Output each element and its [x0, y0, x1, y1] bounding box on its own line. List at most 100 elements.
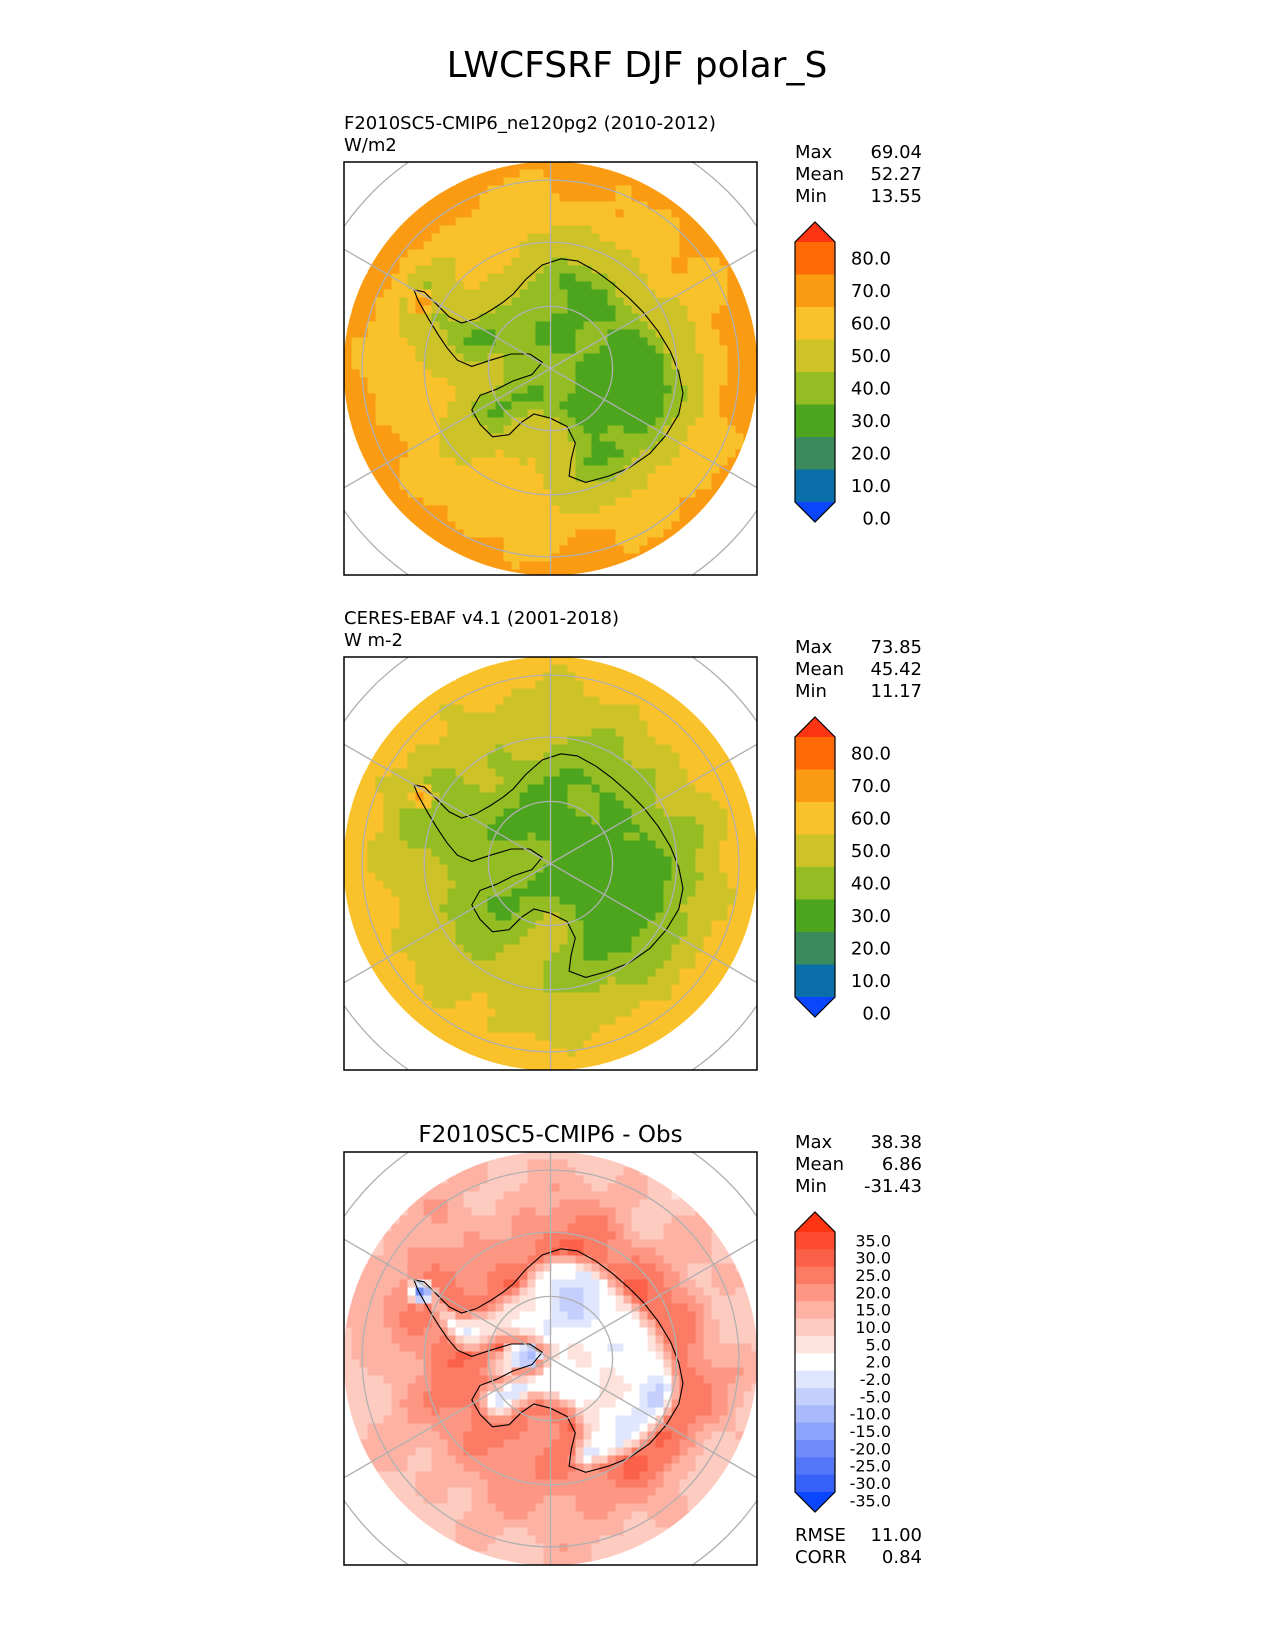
footer-label: RMSE: [795, 1525, 846, 1546]
stat-value: 69.04: [870, 142, 922, 163]
colorbar-segment: [795, 769, 835, 803]
stat-value: 11.17: [870, 681, 922, 702]
stat-label: Max: [795, 142, 833, 163]
map-panel-1: F2010SC5-CMIP6_ne120pg2 (2010-2012)W/m2 M…: [343, 113, 922, 576]
outer-graticule: [344, 1152, 757, 1565]
footer-label: CORR: [795, 1547, 847, 1568]
colorbar-segment: [795, 242, 835, 275]
colorbar-extend-bottom: [795, 997, 835, 1017]
colorbar-segment: [795, 1388, 835, 1406]
colorbar-segment: [795, 372, 835, 405]
colorbar-tick-label: 30.0: [851, 906, 891, 927]
stat-label: Min: [795, 186, 827, 207]
colorbar-segment: [795, 339, 835, 373]
colorbar-segment: [795, 1457, 835, 1476]
colorbar-segment: [795, 307, 835, 340]
coastline: [413, 1248, 684, 1473]
colorbar-segment: [795, 1249, 835, 1268]
colorbar-tick-label: 40.0: [851, 379, 891, 400]
footer-value: 11.00: [870, 1525, 922, 1546]
colorbar-tick-label: 30.0: [855, 1249, 891, 1268]
map-panel-2: CERES-EBAF v4.1 (2001-2018)W m-2 Max 73.85…: [343, 608, 922, 1071]
colorbar-tick-label: 80.0: [851, 249, 891, 270]
colorbar-tick-label: 60.0: [851, 314, 891, 335]
figure-title: LWCFSRF DJF polar_S: [447, 45, 828, 86]
colorbar-segment: [795, 1336, 835, 1354]
colorbar-segment: [795, 274, 835, 308]
colorbar-tick-label: 10.0: [851, 971, 891, 992]
colorbar-extend-bottom: [795, 502, 835, 522]
panel-title: F2010SC5-CMIP6 - Obs: [418, 1122, 682, 1148]
colorbar: 35.030.025.020.015.010.05.02.0-2.0-5.0-1…: [794, 1211, 891, 1513]
stat-value: 38.38: [870, 1132, 922, 1153]
colorbar-tick-label: 20.0: [851, 939, 891, 960]
stat-label: Min: [795, 1176, 827, 1197]
map-frame: [343, 1151, 758, 1566]
colorbar-segment: [795, 1440, 835, 1458]
stat-value: 73.85: [870, 637, 922, 658]
stats-block: Max 73.85 Mean 45.42 Min 11.17: [795, 637, 922, 702]
colorbar-segment: [795, 867, 835, 900]
colorbar-extend-top: [795, 222, 835, 242]
colorbar-tick-label: 0.0: [862, 1004, 891, 1025]
map-field: [343, 1151, 758, 1566]
coastline: [413, 258, 684, 483]
colorbar-tick-label: 80.0: [851, 744, 891, 765]
colorbar-tick-label: -10.0: [850, 1405, 891, 1424]
colorbar-segment: [795, 1284, 835, 1302]
colorbar-tick-label: -30.0: [850, 1474, 891, 1493]
map-frame: [343, 161, 758, 576]
colorbar-tick-label: 70.0: [851, 281, 891, 302]
colorbar-tick-label: 10.0: [855, 1318, 891, 1337]
colorbar-tick-label: 2.0: [866, 1353, 891, 1372]
outer-graticule: [344, 162, 757, 575]
colorbar-segment: [795, 1232, 835, 1250]
colorbar-segment: [795, 404, 835, 438]
colorbar-tick-label: 50.0: [851, 346, 891, 367]
stat-value: 52.27: [870, 164, 922, 185]
colorbar-tick-label: 10.0: [851, 476, 891, 497]
stat-label: Mean: [795, 164, 844, 185]
colorbar-tick-label: 25.0: [855, 1266, 891, 1285]
colorbar-tick-label: 70.0: [851, 776, 891, 797]
map-panel-3: F2010SC5-CMIP6 - Obs Max 38.38 Mean 6.86 Min -…: [343, 1122, 922, 1568]
colorbar-outline: [794, 716, 836, 1018]
stats-block: Max 69.04 Mean 52.27 Min 13.55: [795, 142, 922, 207]
stat-label: Max: [795, 1132, 833, 1153]
colorbar: 80.0 70.0 60.0 50.0 40.0 30.0 20.0 10.0 0.0: [794, 221, 891, 530]
colorbar-segment: [795, 1318, 835, 1337]
stat-label: Min: [795, 681, 827, 702]
colorbar-segment: [795, 737, 835, 770]
colorbar-extend-bottom: [795, 1492, 835, 1512]
stat-label: Mean: [795, 659, 844, 680]
colorbar-extend-top: [795, 717, 835, 737]
colorbar-tick-label: 20.0: [851, 444, 891, 465]
colorbar-segment: [795, 964, 835, 998]
colorbar-tick-label: 60.0: [851, 809, 891, 830]
colorbar-segment: [795, 1353, 835, 1372]
colorbar-segment: [795, 899, 835, 933]
colorbar-segment: [795, 1266, 835, 1285]
colorbar-segment: [795, 932, 835, 965]
colorbar-tick-label: 50.0: [851, 841, 891, 862]
stat-label: Mean: [795, 1154, 844, 1175]
colorbar-tick-label: 5.0: [866, 1335, 891, 1354]
colorbar-segment: [795, 1405, 835, 1424]
colorbar-segment: [795, 834, 835, 868]
panel-units: W/m2: [344, 135, 397, 156]
colorbar-segment: [795, 469, 835, 503]
panel-title: CERES-EBAF v4.1 (2001-2018): [344, 608, 619, 629]
colorbar-tick-label: -2.0: [860, 1370, 891, 1389]
stat-value: 13.55: [870, 186, 922, 207]
colorbar-segment: [795, 1474, 835, 1493]
colorbar-outline: [794, 1211, 836, 1513]
footer-value: 0.84: [882, 1547, 922, 1568]
stats-block: Max 38.38 Mean 6.86 Min -31.43: [795, 1132, 922, 1197]
colorbar-segment: [795, 1370, 835, 1389]
colorbar-tick-label: -25.0: [850, 1457, 891, 1476]
panel-units: W m-2: [344, 630, 403, 651]
map-frame: [343, 656, 758, 1071]
colorbar-segment: [795, 1301, 835, 1320]
stat-label: Max: [795, 637, 833, 658]
colorbar-tick-label: 20.0: [855, 1283, 891, 1302]
